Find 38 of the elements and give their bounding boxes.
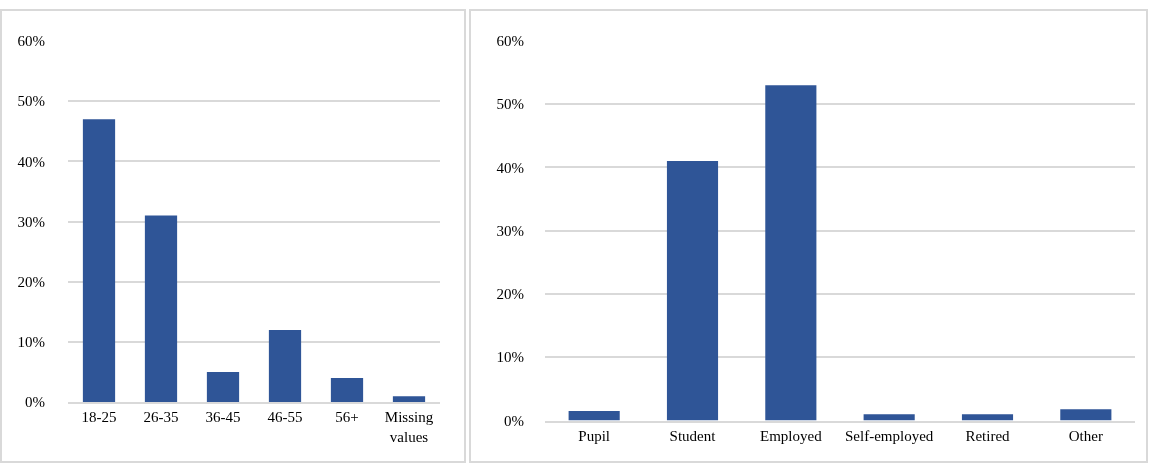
bar <box>206 372 240 403</box>
y-tick-label: 20% <box>496 286 524 303</box>
x-tick-label: Retired <box>965 427 1011 444</box>
x-tick-label: Employed <box>760 427 823 444</box>
y-tick-label: 60% <box>496 33 524 50</box>
y-tick-label: 0% <box>25 394 45 411</box>
y-tick-label: 30% <box>17 213 45 230</box>
bar <box>268 329 302 403</box>
bar <box>144 215 178 403</box>
x-tick-label: Missing values <box>384 409 434 445</box>
bar <box>666 161 719 421</box>
x-tick-label: 18-25 <box>81 409 117 426</box>
bar <box>392 396 426 403</box>
x-tick-label: 26-35 <box>143 409 179 426</box>
y-tick-label: 30% <box>496 222 524 239</box>
bar <box>330 378 364 403</box>
y-tick-label: 40% <box>496 159 524 176</box>
bar <box>765 85 817 421</box>
y-tick-label: 10% <box>17 334 45 351</box>
y-tick-label: 60% <box>17 33 45 50</box>
bar <box>82 119 116 403</box>
x-tick-label: Pupil <box>578 427 611 444</box>
x-tick-label: Student <box>669 427 717 444</box>
x-tick-label: Self-employed <box>845 427 934 444</box>
x-tick-label: 36-45 <box>205 409 241 426</box>
bar <box>1060 409 1112 421</box>
x-tick-label: Other <box>1068 427 1103 444</box>
bar <box>961 414 1014 421</box>
y-tick-label: 10% <box>496 349 524 366</box>
y-tick-label: 50% <box>496 96 524 113</box>
x-tick-label: 46-55 <box>267 409 303 426</box>
y-tick-label: 20% <box>17 273 45 290</box>
bar <box>863 414 915 421</box>
y-tick-label: 50% <box>17 93 45 110</box>
y-tick-label: 0% <box>504 412 524 429</box>
bar <box>568 411 620 421</box>
x-tick-label: 56+ <box>335 409 359 426</box>
y-tick-label: 40% <box>17 153 45 170</box>
